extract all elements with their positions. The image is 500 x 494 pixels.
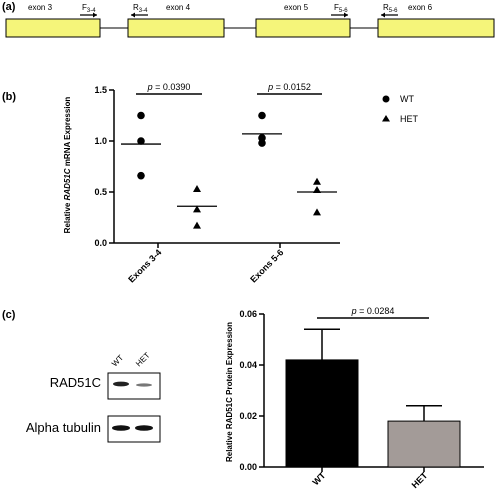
legend-label-het: HET bbox=[400, 114, 419, 124]
y-tick-label: 0.5 bbox=[94, 187, 107, 197]
y-tick-label: 1.5 bbox=[94, 85, 107, 95]
data-point-wt bbox=[137, 171, 145, 180]
data-point-het bbox=[193, 205, 201, 213]
data-point-wt bbox=[258, 111, 266, 120]
primer-f34: F3-4 bbox=[80, 3, 97, 18]
panel-label-b: (b) bbox=[2, 91, 16, 103]
blot-row-label-rad51c: RAD51C bbox=[50, 375, 101, 390]
protein-expression-chart: Relative RAD51C Protein Expression 0.00 0… bbox=[225, 306, 484, 490]
blot-box-rad51c bbox=[107, 372, 161, 400]
p-value-label: p = 0.0284 bbox=[351, 306, 395, 316]
primer-r56: R5-6 bbox=[381, 3, 398, 18]
legend: WT HET bbox=[382, 94, 419, 124]
band-tubulin-wt bbox=[112, 425, 130, 431]
svg-text:R5-6: R5-6 bbox=[383, 3, 398, 14]
bar-het bbox=[387, 420, 461, 468]
y-tick-label: 0.02 bbox=[239, 411, 257, 421]
exon-3-label: exon 3 bbox=[28, 3, 53, 12]
y-tick-label: 0.04 bbox=[239, 360, 257, 370]
exon-3-box bbox=[5, 18, 101, 38]
western-blot: WT HET RAD51C Alpha tubulin bbox=[26, 351, 161, 443]
bar-wt bbox=[285, 359, 359, 468]
x-tick-label: Exons 3-4 bbox=[126, 247, 163, 284]
gene-diagram: exon 3 exon 4 exon 5 exon 6 F3-4 R3-4 F5… bbox=[5, 3, 495, 38]
data-point-wt bbox=[137, 111, 145, 120]
svg-text:R3-4: R3-4 bbox=[133, 3, 148, 14]
primer-r34-sub: 3-4 bbox=[139, 8, 148, 14]
arrow-right-icon bbox=[344, 12, 348, 18]
primer-f56-sub: 5-6 bbox=[339, 8, 348, 14]
primer-r34: R3-4 bbox=[131, 3, 148, 18]
primer-f56: F5-6 bbox=[331, 3, 348, 18]
triangle-marker-icon bbox=[382, 115, 390, 122]
data-point-wt bbox=[258, 139, 266, 147]
primer-f34-letter: F bbox=[82, 3, 87, 12]
arrow-right-icon bbox=[93, 12, 97, 18]
p-value-label: p = 0.0390 bbox=[147, 82, 191, 92]
x-tick-label: HET bbox=[410, 470, 430, 490]
data-point-het bbox=[313, 185, 321, 193]
p-value-label: p = 0.0152 bbox=[267, 82, 311, 92]
arrow-left-icon bbox=[381, 12, 385, 18]
y-tick-label: 0.0 bbox=[94, 238, 107, 248]
exon-4-label: exon 4 bbox=[166, 3, 191, 12]
primer-r56-sub: 5-6 bbox=[389, 8, 398, 14]
x-tick-label: Exons 5-6 bbox=[248, 247, 285, 284]
data-point-het bbox=[313, 177, 321, 185]
y-tick-label: 0.00 bbox=[239, 462, 257, 472]
circle-marker-icon bbox=[382, 95, 390, 103]
panel-label-a: (a) bbox=[2, 1, 16, 13]
exon-5-label: exon 5 bbox=[284, 3, 309, 12]
primer-r56-letter: R bbox=[383, 3, 389, 12]
x-tick-label: WT bbox=[310, 470, 327, 487]
arrow-left-icon bbox=[131, 12, 135, 18]
lane-label-wt: WT bbox=[110, 353, 125, 368]
band-rad51c-wt bbox=[113, 381, 129, 387]
y-axis-title: Relative RAD51C Protein Expression bbox=[225, 322, 234, 462]
data-point-wt bbox=[137, 137, 145, 145]
svg-text:F3-4: F3-4 bbox=[82, 3, 96, 14]
data-point-het bbox=[193, 184, 201, 192]
primer-f34-sub: 3-4 bbox=[87, 8, 96, 14]
svg-text:F5-6: F5-6 bbox=[334, 3, 348, 14]
panel-label-c: (c) bbox=[2, 309, 16, 321]
exon-5-box bbox=[255, 18, 351, 38]
mrna-expression-chart: Relative RAD51C mRNA Expression 0.0 0.5 1.… bbox=[63, 82, 340, 284]
primer-r34-letter: R bbox=[133, 3, 139, 12]
band-rad51c-het bbox=[136, 383, 152, 387]
band-tubulin-het bbox=[135, 425, 153, 431]
y-tick-label: 0.06 bbox=[239, 309, 257, 319]
y-axis-title: Relative RAD51C mRNA Expression bbox=[63, 97, 72, 234]
lane-label-het: HET bbox=[134, 351, 152, 369]
primer-f56-letter: F bbox=[334, 3, 339, 12]
blot-row-label-tubulin: Alpha tubulin bbox=[26, 420, 101, 435]
y-tick-label: 1.0 bbox=[94, 136, 107, 146]
exon-4-box bbox=[127, 18, 225, 38]
exon-6-box bbox=[377, 18, 495, 38]
data-point-het bbox=[193, 221, 201, 229]
exon-6-label: exon 6 bbox=[408, 3, 433, 12]
data-point-het bbox=[313, 208, 321, 216]
legend-label-wt: WT bbox=[400, 94, 414, 104]
